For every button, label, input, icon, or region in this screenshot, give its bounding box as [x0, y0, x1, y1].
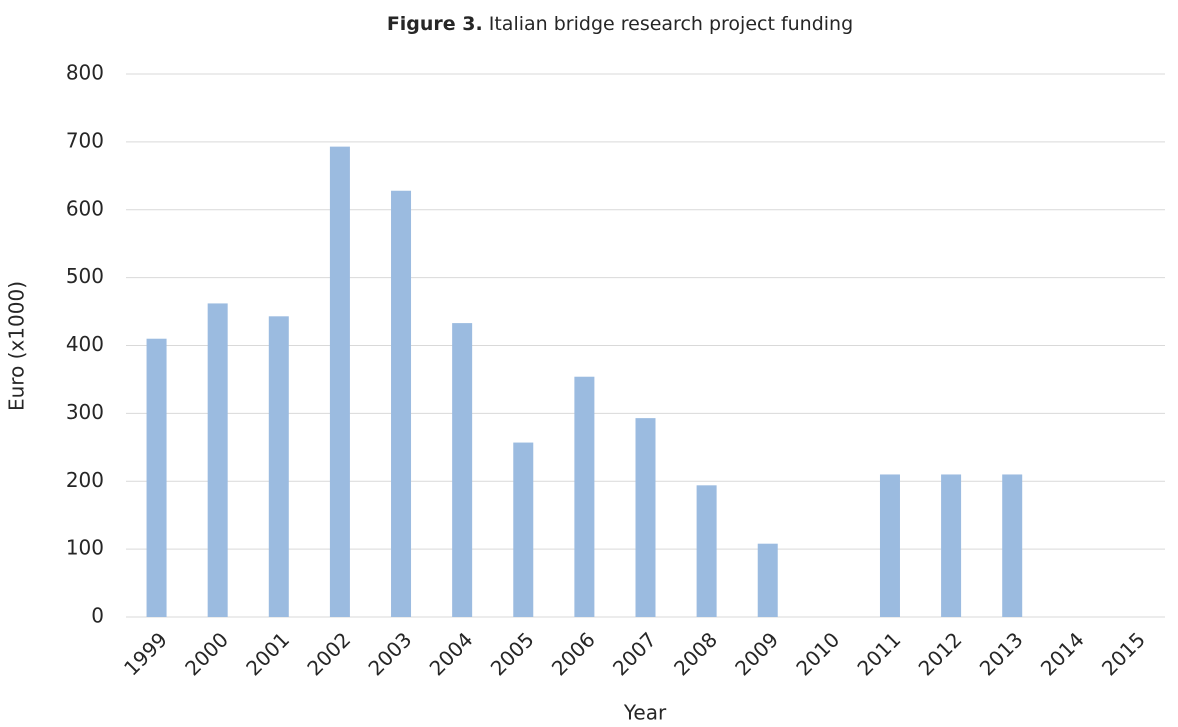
x-tick-label: 2008	[669, 627, 722, 680]
y-tick-label: 0	[91, 604, 104, 628]
y-tick-label: 600	[66, 196, 104, 220]
x-tick-label: 2015	[1097, 627, 1150, 680]
x-tick-label: 2003	[363, 627, 416, 680]
y-tick-label: 700	[66, 128, 104, 152]
x-tick-label: 2011	[852, 627, 905, 680]
x-axis-label: Year	[623, 701, 667, 725]
y-tick-label: 100	[66, 536, 104, 560]
title-label: Figure 3.	[387, 13, 483, 35]
x-tick-label: 1999	[119, 627, 172, 680]
bar	[329, 146, 350, 617]
chart-title: Figure 3. Italian bridge research project…	[387, 13, 853, 35]
x-tick-label: 2006	[547, 627, 600, 680]
y-tick-label: 500	[66, 264, 104, 288]
bar	[268, 316, 289, 617]
y-axis-label: Euro (x1000)	[5, 281, 29, 411]
x-tick-label: 2000	[180, 627, 233, 680]
bar	[391, 190, 412, 617]
bar	[452, 323, 473, 617]
bar	[207, 303, 228, 617]
y-tick-label: 200	[66, 468, 104, 492]
x-tick-label: 2013	[975, 627, 1028, 680]
title-text: Italian bridge research project funding	[489, 13, 853, 35]
x-tick-label: 2007	[608, 627, 661, 680]
bar	[574, 376, 595, 617]
x-tick-label: 2002	[302, 627, 355, 680]
bar	[1002, 474, 1023, 617]
x-tick-label: 2004	[425, 627, 478, 680]
bar	[941, 474, 962, 617]
x-tick-label: 2005	[486, 627, 539, 680]
bar	[635, 418, 656, 617]
y-tick-label: 300	[66, 400, 104, 424]
x-tick-label: 2010	[791, 627, 844, 680]
bar	[696, 485, 717, 617]
bar	[513, 442, 534, 617]
y-tick-label: 400	[66, 332, 104, 356]
bar	[879, 474, 900, 617]
bar	[146, 338, 167, 617]
y-tick-label: 800	[66, 61, 104, 85]
x-tick-label: 2001	[241, 627, 294, 680]
x-tick-label: 2014	[1036, 627, 1089, 680]
x-tick-label: 2009	[730, 627, 783, 680]
x-tick-label: 2012	[914, 627, 967, 680]
bar	[757, 543, 778, 617]
